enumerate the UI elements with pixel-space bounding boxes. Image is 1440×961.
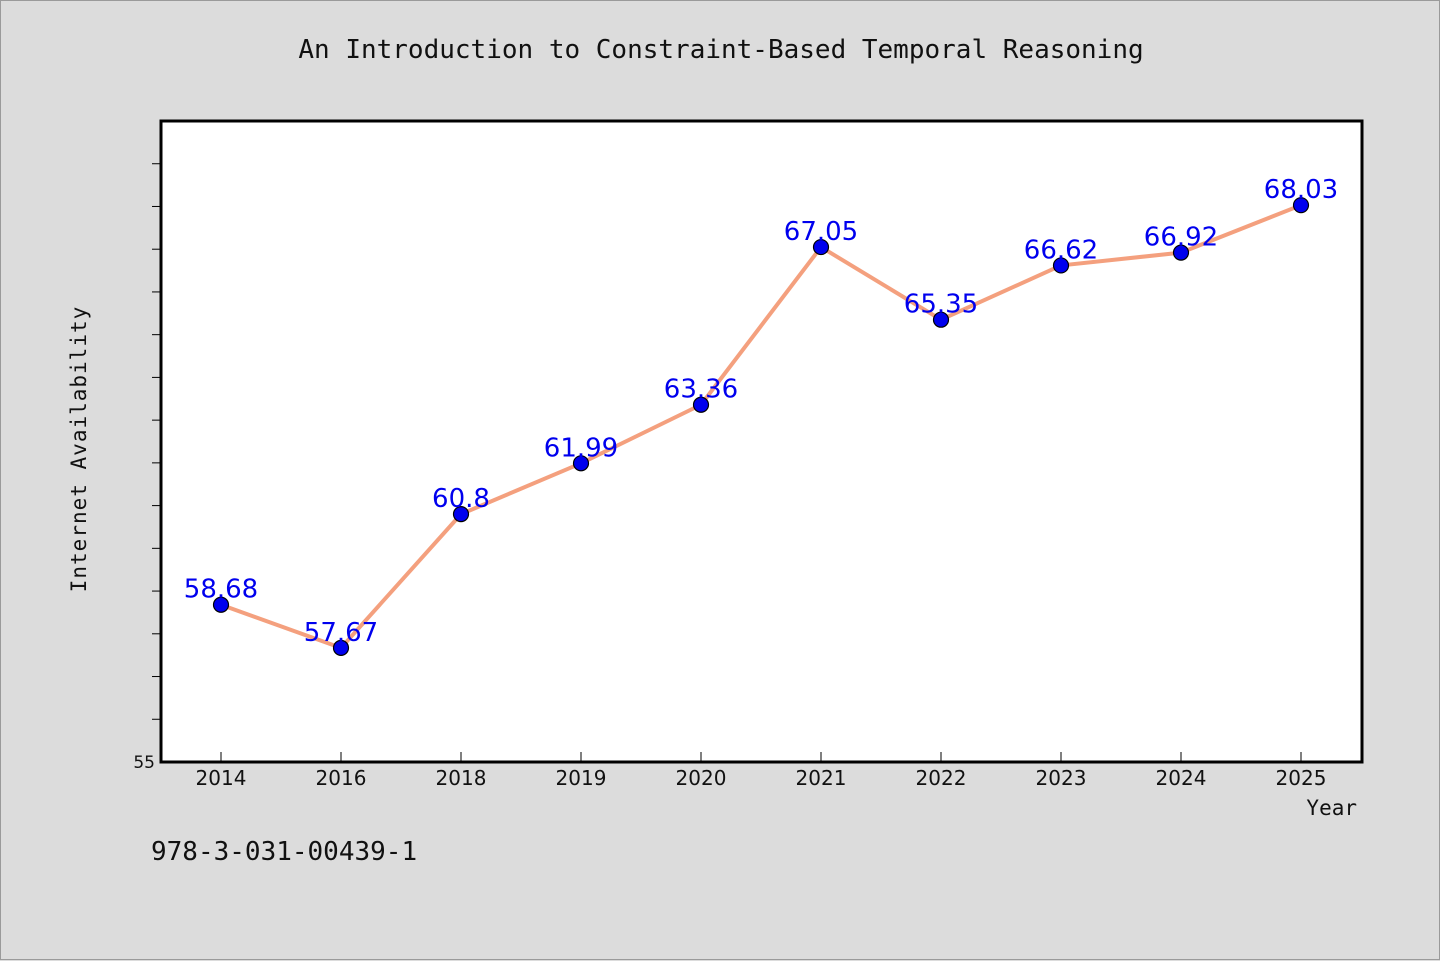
data-label: 66.62 — [1024, 235, 1098, 265]
y-tick-label: 55 — [133, 753, 155, 773]
x-tick-label: 2016 — [316, 766, 367, 790]
x-tick-label: 2021 — [796, 766, 847, 790]
data-point — [212, 596, 230, 613]
data-point — [692, 396, 710, 413]
x-tick-label: 2018 — [436, 766, 487, 790]
data-label: 63.36 — [664, 375, 738, 405]
data-label: 58.68 — [184, 575, 258, 605]
data-point — [1052, 257, 1070, 274]
x-tick-label: 2023 — [1036, 766, 1087, 790]
isbn-footer: 978-3-031-00439-1 — [151, 837, 418, 867]
data-label: 68.03 — [1264, 175, 1338, 205]
data-point — [932, 311, 950, 328]
chart-title: An Introduction to Constraint-Based Temp… — [298, 35, 1144, 65]
data-point — [332, 639, 350, 657]
data-label: 57.67 — [304, 618, 378, 648]
x-tick-label: 2022 — [916, 766, 967, 790]
x-tick-label: 2019 — [556, 766, 607, 790]
data-label: 61.99 — [544, 433, 618, 463]
x-tick-label: 2014 — [196, 766, 247, 790]
data-label: 65.35 — [904, 290, 978, 320]
data-point — [452, 506, 470, 523]
data-label: 67.05 — [784, 217, 858, 247]
x-tick-label: 2025 — [1276, 766, 1327, 790]
data-label: 66.92 — [1144, 223, 1218, 253]
x-tick-label: 2024 — [1156, 766, 1207, 790]
x-tick-label: 2020 — [676, 766, 727, 790]
data-point — [572, 455, 590, 472]
data-point — [1172, 244, 1190, 261]
data-label: 60.8 — [432, 484, 490, 514]
data-point — [812, 238, 830, 256]
y-axis-title: Internet Availability — [67, 305, 91, 593]
data-point — [1292, 197, 1310, 214]
x-axis-title: Year — [1306, 796, 1357, 820]
plot-area — [159, 119, 1364, 764]
series-line — [220, 203, 1302, 650]
